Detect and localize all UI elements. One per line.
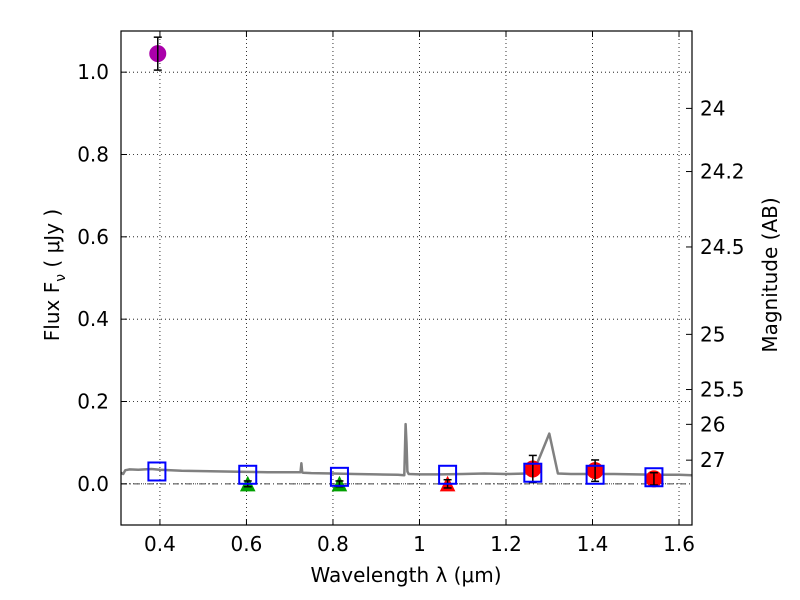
y-axis-label-unit: ( μJy ): [40, 209, 64, 274]
y2-tick-label: 24.2: [700, 160, 745, 184]
x-tick-label: 1.2: [490, 532, 522, 556]
y-axis-label: Flux Fν ( μJy ): [40, 209, 69, 341]
y2-tick-label: 25: [700, 322, 725, 346]
x-tick-label: 0.4: [144, 532, 176, 556]
y2-tick-label: 26: [700, 412, 725, 436]
y2-axis-label: Magnitude (AB): [758, 197, 782, 352]
model-photometry-square: [438, 464, 458, 485]
x-tick-label: 0.8: [317, 532, 349, 556]
y2-tick-label: 25.5: [700, 378, 745, 402]
model-photometry-square: [523, 462, 543, 483]
x-tick-label: 1: [413, 532, 426, 556]
chart-marks: [120, 36, 693, 492]
model-photometry-square: [329, 466, 349, 487]
x-tick-label: 1.4: [577, 532, 609, 556]
y-tick-label: 0.0: [77, 472, 109, 496]
x-axis-label: Wavelength λ (μm): [310, 563, 501, 587]
model-photometry-square: [644, 467, 664, 488]
model-photometry-square: [147, 461, 167, 482]
y-tick-label: 0.6: [77, 225, 109, 249]
model-spectrum-line: [120, 422, 693, 477]
x-tick-label: 1.6: [663, 532, 695, 556]
y2-tick-label: 27: [700, 448, 725, 472]
x-tick-label: 0.6: [231, 532, 263, 556]
y-axis-label-subscript: ν: [53, 274, 69, 282]
y-tick-label: 0.2: [77, 390, 109, 414]
y-tick-label: 1.0: [77, 60, 109, 84]
model-photometry-square: [238, 464, 258, 485]
y2-tick-label: 24.5: [700, 235, 745, 259]
y2-tick-label: 24: [700, 96, 725, 120]
y-axis-label-main: Flux F: [40, 282, 64, 341]
model-photometry-square: [585, 464, 605, 485]
y-tick-label: 0.8: [77, 143, 109, 167]
axes: 0.4 0.6 0.8 1 1.2 1.4 1.6 0.0 0.2 0.4 0.6 0.8 1.0 24 2…: [77, 31, 745, 556]
y-tick-label: 0.4: [77, 307, 109, 331]
plot-frame: [120, 30, 693, 526]
